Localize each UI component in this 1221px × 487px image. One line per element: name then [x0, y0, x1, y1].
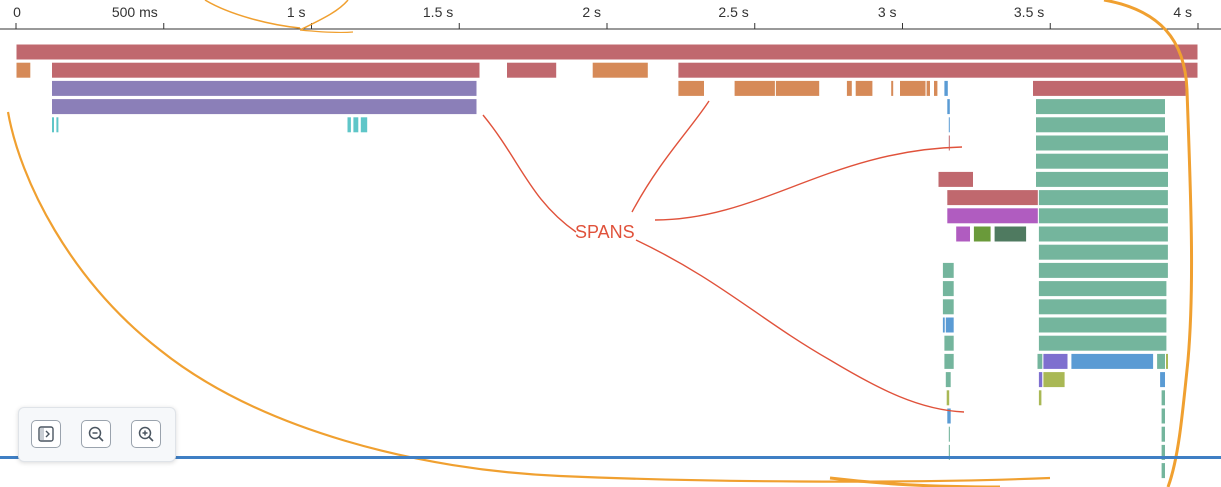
bottom-divider — [0, 456, 1221, 459]
span-bar[interactable] — [973, 226, 991, 242]
span-bar[interactable] — [944, 335, 954, 351]
span-bar[interactable] — [942, 262, 954, 278]
span-bar[interactable] — [947, 190, 1039, 206]
span-bar[interactable] — [1038, 190, 1168, 206]
spans-label: SPANS — [575, 222, 635, 242]
span-bar[interactable] — [360, 117, 367, 133]
span-bar[interactable] — [944, 80, 948, 96]
span-bar[interactable] — [1038, 208, 1168, 224]
zoom-out-button[interactable] — [81, 420, 111, 448]
span-bar[interactable] — [1043, 372, 1065, 388]
span-bar[interactable] — [948, 117, 950, 133]
span-bar[interactable] — [947, 99, 951, 115]
span-bar[interactable] — [1038, 244, 1168, 260]
zoom-controls — [18, 407, 176, 462]
axis-tick-label: 3.5 s — [1014, 4, 1044, 20]
span-bar[interactable] — [775, 80, 819, 96]
span-bar[interactable] — [1161, 390, 1165, 406]
callout-line — [632, 101, 709, 212]
span-bar[interactable] — [945, 372, 951, 388]
span-bar[interactable] — [942, 299, 954, 315]
span-bar[interactable] — [1036, 135, 1169, 151]
span-bar[interactable] — [1037, 353, 1043, 369]
axis-tick-label: 2 s — [582, 4, 601, 20]
axis-tick-label: 1 s — [287, 4, 306, 20]
span-bar[interactable] — [16, 62, 31, 78]
time-axis: 0 500 ms 1 s 1.5 s 2 s 2.5 s 3 s 3.5 s 4 s — [0, 4, 1221, 29]
span-bar[interactable] — [353, 117, 359, 133]
expand-panel-icon — [37, 425, 55, 443]
span-bar[interactable] — [52, 62, 481, 78]
span-bar[interactable] — [52, 80, 478, 96]
span-bar[interactable] — [1038, 372, 1042, 388]
zoom-out-icon — [87, 425, 105, 443]
span-bar[interactable] — [52, 99, 478, 115]
ink-stroke — [300, 30, 353, 32]
span-bar[interactable] — [1160, 372, 1166, 388]
span-bar[interactable] — [1036, 153, 1169, 169]
span-bar[interactable] — [1038, 335, 1167, 351]
spans-layer — [16, 44, 1198, 479]
span-bar[interactable] — [1161, 426, 1165, 442]
span-bar[interactable] — [1071, 353, 1154, 369]
span-bar[interactable] — [938, 171, 974, 187]
span-bar[interactable] — [734, 80, 775, 96]
axis-tick-label: 1.5 s — [423, 4, 453, 20]
span-bar[interactable] — [1036, 99, 1166, 115]
span-bar[interactable] — [944, 353, 954, 369]
callout-line — [655, 147, 962, 220]
span-bar[interactable] — [1038, 262, 1168, 278]
span-bar[interactable] — [900, 80, 927, 96]
span-bar[interactable] — [926, 80, 930, 96]
axis-tick-label: 4 s — [1173, 4, 1192, 20]
axis-tick-label: 3 s — [878, 4, 897, 20]
span-bar[interactable] — [1036, 117, 1166, 133]
span-bar[interactable] — [942, 281, 954, 297]
zoom-in-button[interactable] — [131, 420, 161, 448]
span-bar[interactable] — [16, 44, 1198, 60]
span-bar[interactable] — [947, 208, 1039, 224]
span-bar[interactable] — [948, 135, 950, 151]
span-bar[interactable] — [1157, 353, 1166, 369]
span-bar[interactable] — [347, 117, 351, 133]
span-bar[interactable] — [1038, 390, 1042, 406]
callout-line — [636, 240, 964, 412]
axis-tick-label: 2.5 s — [718, 4, 748, 20]
span-bar[interactable] — [592, 62, 648, 78]
zoom-in-icon — [137, 425, 155, 443]
span-bar[interactable] — [946, 390, 950, 406]
span-bar[interactable] — [948, 426, 950, 442]
span-bar[interactable] — [1043, 353, 1068, 369]
fit-button[interactable] — [31, 420, 61, 448]
span-bar[interactable] — [507, 62, 557, 78]
span-bar[interactable] — [1038, 281, 1167, 297]
span-bar[interactable] — [846, 80, 852, 96]
ink-stroke — [205, 0, 300, 28]
span-bar[interactable] — [678, 80, 705, 96]
span-bar[interactable] — [1033, 80, 1187, 96]
span-bar[interactable] — [1161, 463, 1165, 479]
span-bar[interactable] — [1161, 408, 1165, 424]
span-bar[interactable] — [956, 226, 971, 242]
span-bar[interactable] — [1038, 317, 1167, 333]
span-bar[interactable] — [1166, 353, 1169, 369]
span-bar[interactable] — [994, 226, 1027, 242]
span-bar[interactable] — [891, 80, 894, 96]
span-bar[interactable] — [934, 80, 938, 96]
span-bar[interactable] — [52, 117, 55, 133]
ink-stroke — [300, 0, 348, 30]
span-bar[interactable] — [1038, 226, 1168, 242]
span-bar[interactable] — [1036, 171, 1169, 187]
callout-line — [483, 115, 576, 232]
span-bar[interactable] — [56, 117, 59, 133]
span-bar[interactable] — [1038, 299, 1167, 315]
span-bar[interactable] — [945, 317, 954, 333]
axis-tick-label: 500 ms — [112, 4, 158, 20]
span-bar[interactable] — [678, 62, 1198, 78]
span-bar[interactable] — [855, 80, 873, 96]
axis-tick-label: 0 — [13, 4, 21, 20]
